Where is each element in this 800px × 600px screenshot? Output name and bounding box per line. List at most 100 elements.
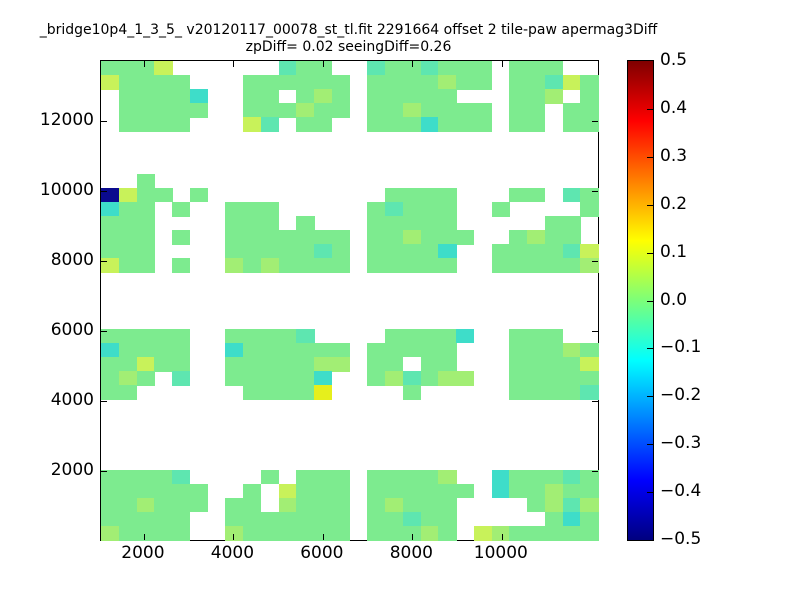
heatmap-cell: [172, 370, 191, 386]
heatmap-cell: [296, 483, 315, 499]
heatmap-cell: [580, 370, 599, 386]
heatmap-cell: [367, 356, 386, 372]
heatmap-cell: [314, 103, 333, 118]
heatmap-cell: [136, 230, 155, 245]
axis-tick-mark: [592, 190, 598, 192]
y-axis-tick-label: 2000: [50, 460, 94, 481]
heatmap-cell: [491, 483, 510, 499]
heatmap-cell: [136, 61, 155, 76]
heatmap-cell: [118, 497, 138, 513]
heatmap-cell: [367, 201, 386, 217]
heatmap-cell: [136, 370, 155, 386]
heatmap-cell: [580, 497, 599, 513]
heatmap-cell: [509, 469, 528, 485]
heatmap-cell: [118, 328, 138, 344]
heatmap-cell: [136, 258, 155, 273]
heatmap-cell: [385, 356, 404, 372]
heatmap-cell: [331, 469, 351, 485]
axis-tick-mark: [647, 252, 653, 254]
heatmap-cell: [562, 215, 581, 231]
heatmap-cell: [189, 187, 209, 203]
colorbar-tick-label: 0.1: [660, 241, 688, 262]
heatmap-cell: [243, 385, 262, 400]
heatmap-cell: [385, 511, 404, 527]
heatmap-cell: [154, 525, 173, 541]
heatmap-cell: [491, 258, 510, 273]
heatmap-cell: [118, 61, 138, 76]
heatmap-cell: [420, 342, 439, 358]
heatmap-cell: [154, 342, 173, 358]
heatmap-cell: [314, 230, 333, 245]
heatmap-cell: [420, 61, 439, 76]
heatmap-cell: [296, 61, 315, 76]
heatmap-cell: [544, 61, 564, 76]
heatmap-cell: [562, 511, 581, 527]
heatmap-cell: [580, 469, 599, 485]
heatmap-cell: [278, 103, 297, 118]
heatmap-cell: [562, 187, 581, 203]
heatmap-cell: [314, 258, 333, 273]
heatmap-cell: [101, 483, 120, 499]
heatmap-cell: [367, 103, 386, 118]
heatmap-cell: [544, 497, 564, 513]
heatmap-cell: [580, 525, 599, 541]
heatmap-cell: [296, 525, 315, 541]
heatmap-cell: [172, 483, 191, 499]
heatmap-cell: [260, 342, 280, 358]
heatmap-cell: [278, 385, 297, 400]
heatmap-cell: [136, 511, 155, 527]
heatmap-cell: [580, 75, 599, 90]
axis-tick-mark: [592, 260, 598, 262]
heatmap-cell: [580, 511, 599, 527]
heatmap-cell: [420, 244, 439, 259]
heatmap-cell: [385, 469, 404, 485]
axis-tick-mark: [322, 534, 324, 540]
axis-tick-mark: [647, 348, 653, 350]
heatmap-cell: [562, 258, 581, 273]
heatmap-cell: [544, 89, 564, 104]
heatmap-cell: [491, 469, 510, 485]
heatmap-cell: [438, 230, 457, 245]
heatmap-cell: [509, 385, 528, 400]
heatmap-cell: [544, 525, 564, 541]
heatmap-cell: [314, 370, 333, 386]
heatmap-cell: [314, 244, 333, 259]
heatmap-cell: [438, 356, 457, 372]
heatmap-cell: [491, 244, 510, 259]
colorbar-tick-label: −0.1: [660, 337, 702, 358]
heatmap-cell: [189, 89, 209, 104]
colorbar: [627, 60, 654, 541]
heatmap-cell: [260, 201, 280, 217]
plot-area: [100, 60, 599, 541]
heatmap-cell: [402, 117, 422, 133]
heatmap-cell: [527, 258, 546, 273]
heatmap-cell: [491, 525, 510, 541]
heatmap-cell: [580, 483, 599, 499]
heatmap-cell: [562, 497, 581, 513]
heatmap-cell: [402, 511, 422, 527]
heatmap-cell: [154, 187, 173, 203]
heatmap-cell: [402, 469, 422, 485]
heatmap-cell: [527, 356, 546, 372]
heatmap-cell: [331, 89, 351, 104]
heatmap-cell: [562, 483, 581, 499]
heatmap-cell: [402, 61, 422, 76]
heatmap-cell: [314, 89, 333, 104]
heatmap-cell: [278, 525, 297, 541]
heatmap-cell: [438, 187, 457, 203]
heatmap-cell: [509, 89, 528, 104]
heatmap-cell: [367, 89, 386, 104]
heatmap-cell: [136, 356, 155, 372]
heatmap-cell: [296, 511, 315, 527]
heatmap-cell: [189, 483, 209, 499]
heatmap-cell: [385, 328, 404, 344]
heatmap-cell: [544, 258, 564, 273]
heatmap-cell: [562, 370, 581, 386]
heatmap-cell: [101, 469, 120, 485]
heatmap-cell: [243, 103, 262, 118]
heatmap-cell: [260, 103, 280, 118]
heatmap-cell: [331, 75, 351, 90]
heatmap-cell: [527, 89, 546, 104]
heatmap-cell: [420, 370, 439, 386]
heatmap-cell: [491, 201, 510, 217]
